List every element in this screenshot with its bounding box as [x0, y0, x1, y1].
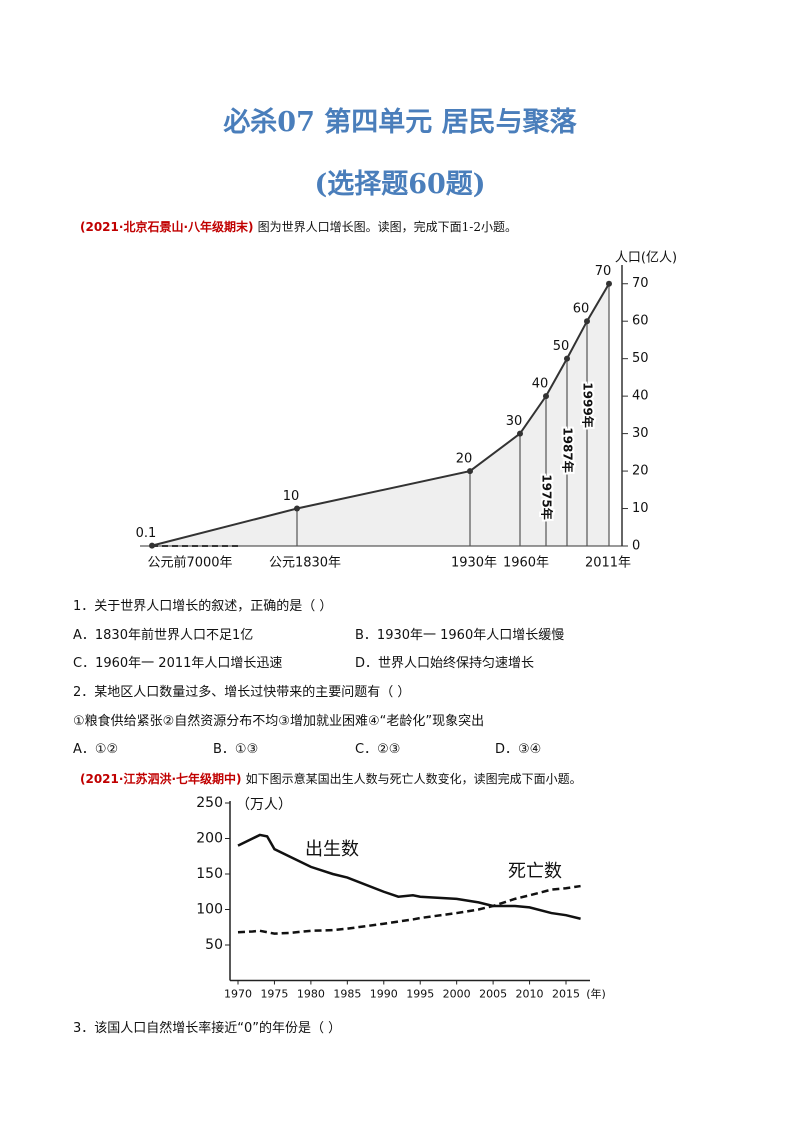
- source: (2021·北京石景山·八年级期末): [80, 220, 254, 234]
- page-subtitle: (选择题60题): [314, 169, 486, 200]
- y-tick-label: 40: [632, 389, 649, 404]
- y-tick-label: 100: [196, 902, 223, 918]
- series-name: 死亡数: [508, 861, 562, 882]
- group-header: (2021·江苏泗洪·七年级期中) 如下图示意某国出生人数与死亡人数变化，读图完…: [80, 770, 582, 787]
- x-tick-label: 1975: [260, 988, 288, 1001]
- series-line: [237, 833, 581, 920]
- y-tick-label: 50: [632, 351, 649, 366]
- intro: 如下图示意某国出生人数与死亡人数变化，读图完成下面小题。: [245, 772, 582, 786]
- x-tick-label: 2000: [443, 988, 471, 1001]
- line: [151, 283, 610, 547]
- question-stem: 2．某地区人口数量过多、增长过快带来的主要问题有（ ）: [73, 685, 411, 700]
- page-title: 必杀07 第四单元 居民与聚落: [223, 107, 577, 138]
- point: [543, 393, 549, 400]
- source: (2021·江苏泗洪·七年级期中): [80, 772, 242, 786]
- y-tick-label: 20: [632, 464, 649, 479]
- x-tick-label: 2015: [552, 988, 580, 1001]
- option: A．①②: [73, 742, 119, 757]
- y-tick-label: 50: [205, 937, 223, 953]
- y-tick-label: 250: [196, 795, 223, 811]
- y-tick-label: 10: [632, 501, 649, 516]
- value-label: 50: [553, 339, 570, 354]
- x-category-label: 1999年: [581, 382, 596, 427]
- x-tick-label: 1970: [224, 988, 252, 1001]
- option: D．世界人口始终保持匀速增长: [355, 656, 535, 671]
- point: [584, 318, 590, 325]
- intro: 图为世界人口增长图。读图，完成下面1-2小题。: [257, 220, 517, 234]
- x-tick-label: 1990: [370, 988, 398, 1001]
- x-tick-label: 1980: [297, 988, 325, 1001]
- x-axis-label: (年): [586, 987, 606, 1001]
- point: [294, 505, 300, 512]
- area-shade: [152, 283, 609, 546]
- point: [606, 280, 612, 287]
- option: A．1830年前世界人口不足1亿: [73, 628, 254, 643]
- x-tick-label: 1985: [333, 988, 361, 1001]
- x-tick-label: 2010: [516, 988, 544, 1001]
- point: [564, 355, 570, 362]
- y-tick-label: 70: [632, 276, 649, 291]
- point: [517, 430, 523, 437]
- option: C．②③: [355, 742, 401, 757]
- option: B．1930年一 1960年人口增长缓慢: [355, 628, 565, 643]
- option: C．1960年一 2011年人口增长迅速: [73, 656, 283, 671]
- series-line: [237, 884, 581, 935]
- group-header: (2021·北京石景山·八年级期末) 图为世界人口增长图。读图，完成下面1-2小…: [80, 218, 517, 235]
- y-tick-label: 60: [632, 314, 649, 329]
- value-label: 20: [456, 452, 473, 467]
- x-tick-label: 2005: [479, 988, 507, 1001]
- y-tick-label: 0: [632, 539, 640, 554]
- question-stem: 1．关于世界人口增长的叙述，正确的是（ ）: [73, 599, 333, 614]
- y-tick-label: 30: [632, 426, 649, 441]
- x-category-label: 公元1830年: [269, 556, 341, 571]
- value-label: 10: [283, 489, 300, 504]
- x-tick-label: 1995: [406, 988, 434, 1001]
- question-items: ①粮食供给紧张②自然资源分布不均③增加就业困难④“老龄化”现象突出: [73, 714, 485, 729]
- option: B．①③: [213, 742, 259, 757]
- y-axis-label: （万人）: [236, 797, 292, 813]
- y-tick-label: 200: [196, 831, 223, 847]
- value-label: 40: [532, 377, 549, 392]
- x-category-label: 1975年: [540, 474, 555, 519]
- value-label: 30: [506, 414, 523, 429]
- x-category-label: 1930年: [451, 556, 497, 571]
- y-axis-label: 人口(亿人): [615, 251, 677, 266]
- value-label: 70: [595, 264, 612, 279]
- point: [149, 542, 155, 549]
- series-name: 出生数: [305, 839, 359, 860]
- x-category-label: 公元前7000年: [147, 555, 232, 571]
- point: [467, 468, 473, 475]
- x-category-label: 1987年: [561, 427, 576, 472]
- y-tick-label: 150: [196, 866, 223, 882]
- x-category-label: 1960年: [503, 556, 549, 571]
- option: D．③④: [495, 742, 542, 757]
- value-label: 60: [573, 302, 590, 317]
- value-label: 0.1: [136, 526, 157, 541]
- x-category-label: 2011年: [585, 556, 631, 571]
- question-stem: 3．该国人口自然增长率接近“0”的年份是（ ）: [73, 1021, 342, 1036]
